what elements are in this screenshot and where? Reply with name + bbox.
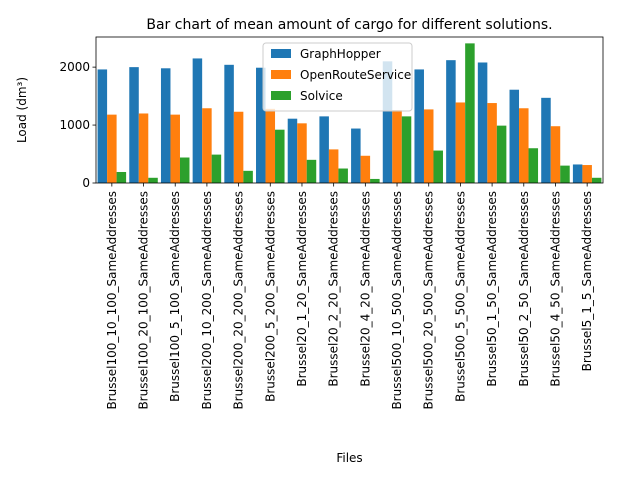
x-tick-label: Brussel20_4_20_SameAddresses: [358, 191, 372, 387]
x-tick-label: Brussel20_2_20_SameAddresses: [327, 191, 341, 387]
bar-graphhopper-9: [382, 61, 393, 183]
x-tick-label: Brussel500_20_500_SameAddresses: [422, 191, 436, 410]
bar-openrouteservice-6: [297, 123, 307, 183]
bar-solvice-13: [528, 148, 539, 183]
x-tick-label: Brussel100_20_100_SameAddresses: [137, 191, 151, 410]
bar-openrouteservice-4: [233, 111, 244, 183]
bar-graphhopper-3: [192, 58, 203, 183]
bar-openrouteservice-15: [582, 165, 592, 183]
bar-graphhopper-13: [509, 89, 520, 183]
bar-solvice-10: [433, 150, 443, 183]
bar-graphhopper-4: [224, 64, 234, 183]
bar-openrouteservice-2: [170, 114, 180, 183]
bar-solvice-6: [306, 159, 317, 183]
bar-openrouteservice-5: [265, 108, 276, 183]
bar-openrouteservice-3: [202, 108, 212, 183]
y-tick-label: 2000: [59, 60, 90, 74]
x-tick-label: Brussel200_10_200_SameAddresses: [200, 191, 214, 410]
x-tick-label: Brussel50_1_50_SameAddresses: [485, 191, 499, 387]
bar-graphhopper-2: [160, 68, 171, 183]
legend-swatch-graphhopper: [271, 49, 291, 58]
bar-graphhopper-1: [129, 67, 139, 183]
y-tick-label: 1000: [59, 118, 90, 132]
x-tick-label: Brussel500_5_500_SameAddresses: [453, 191, 467, 402]
legend-label-graphhopper: GraphHopper: [300, 47, 381, 61]
y-axis-title: Load (dm³): [15, 77, 29, 143]
bar-openrouteservice-7: [328, 149, 339, 183]
bar-solvice-14: [560, 165, 570, 183]
x-tick-label: Brussel50_4_50_SameAddresses: [548, 191, 562, 387]
x-tick-label: Brussel5_1_5_SameAddresses: [580, 191, 594, 371]
bar-graphhopper-10: [414, 69, 424, 183]
legend: GraphHopper OpenRouteService Solvice: [262, 42, 413, 112]
bar-openrouteservice-10: [423, 109, 434, 183]
x-tick-label: Brussel100_10_100_SameAddresses: [105, 191, 119, 410]
legend-swatch-openrouteservice: [271, 70, 291, 79]
bar-openrouteservice-13: [519, 108, 529, 183]
chart-title: Bar chart of mean amount of cargo for di…: [146, 17, 552, 33]
bar-solvice-3: [211, 154, 222, 183]
bar-graphhopper-5: [256, 67, 266, 183]
bar-graphhopper-15: [572, 164, 583, 183]
bar-openrouteservice-12: [487, 103, 497, 183]
bar-solvice-5: [275, 129, 285, 183]
x-axis-title: Files: [336, 451, 362, 465]
x-tick-label: Brussel100_5_100_SameAddresses: [168, 191, 182, 402]
x-axis: Brussel100_10_100_SameAddresses Brussel10…: [105, 183, 594, 410]
bar-solvice-7: [338, 168, 348, 183]
bar-graphhopper-11: [446, 60, 456, 183]
x-tick-label: Brussel200_20_200_SameAddresses: [232, 191, 246, 410]
plot-frame: [95, 36, 604, 184]
bar-graphhopper-0: [97, 69, 108, 183]
bar-solvice-1: [148, 177, 158, 183]
x-tick-label: Brussel20_1_20_SameAddresses: [295, 191, 309, 387]
legend-label-openrouteservice: OpenRouteService: [300, 68, 411, 82]
x-tick-label: Brussel500_10_500_SameAddresses: [390, 191, 404, 410]
bar-openrouteservice-14: [550, 126, 561, 183]
legend-box: [262, 42, 413, 112]
bar-openrouteservice-11: [455, 102, 466, 183]
bar-graphhopper-8: [351, 128, 361, 183]
bar-solvice-4: [243, 170, 253, 183]
y-tick-label: 0: [82, 176, 90, 190]
x-tick-label: Brussel200_5_200_SameAddresses: [263, 191, 277, 402]
bar-graphhopper-14: [541, 97, 551, 183]
bar-solvice-2: [179, 157, 190, 183]
bar-graphhopper-7: [319, 116, 329, 183]
bar-solvice-0: [116, 171, 127, 183]
bar-solvice-12: [496, 125, 507, 183]
bar-graphhopper-12: [477, 62, 488, 183]
bar-solvice-8: [370, 178, 380, 183]
bar-openrouteservice-8: [360, 155, 371, 183]
bar-solvice-15: [591, 177, 602, 183]
x-tick-label: Brussel50_2_50_SameAddresses: [517, 191, 531, 387]
bar-graphhopper-6: [287, 118, 298, 183]
bar-openrouteservice-1: [138, 113, 149, 183]
bars-layer: [97, 43, 602, 184]
bar-solvice-9: [401, 116, 412, 183]
bar-openrouteservice-0: [107, 114, 117, 183]
legend-swatch-solvice: [271, 91, 291, 100]
legend-label-solvice: Solvice: [300, 89, 343, 103]
bar-openrouteservice-9: [392, 110, 402, 183]
bar-solvice-11: [465, 43, 475, 184]
y-axis: 0 1000 2000: [59, 60, 96, 190]
